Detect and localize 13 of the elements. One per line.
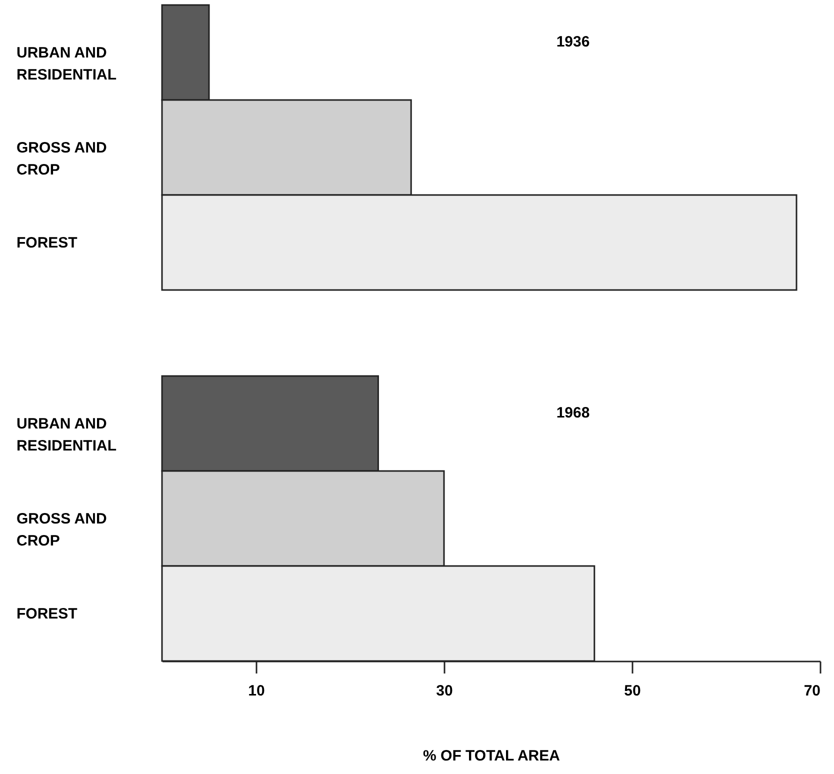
text: 1968	[556, 404, 590, 422]
y-tick-label: GROSS AND CROP	[16, 510, 107, 550]
x-axis-title: % OF TOTAL AREA	[423, 748, 560, 764]
y-tick-label: FOREST	[16, 234, 78, 252]
x-tick-label: 70	[804, 682, 820, 700]
x-tick-label: 30	[436, 682, 453, 700]
y-tick-label: GROSS AND CROP	[16, 140, 107, 178]
x-tick-label: 50	[624, 682, 641, 700]
text: 1936	[556, 33, 590, 50]
y-tick-label: URBAN AND RESIDENTIAL	[16, 416, 117, 454]
x-tick-label: 10	[248, 682, 265, 700]
y-tick-label: URBAN AND RESIDENTIAL	[16, 44, 117, 84]
y-tick-label: FOREST	[16, 606, 78, 622]
